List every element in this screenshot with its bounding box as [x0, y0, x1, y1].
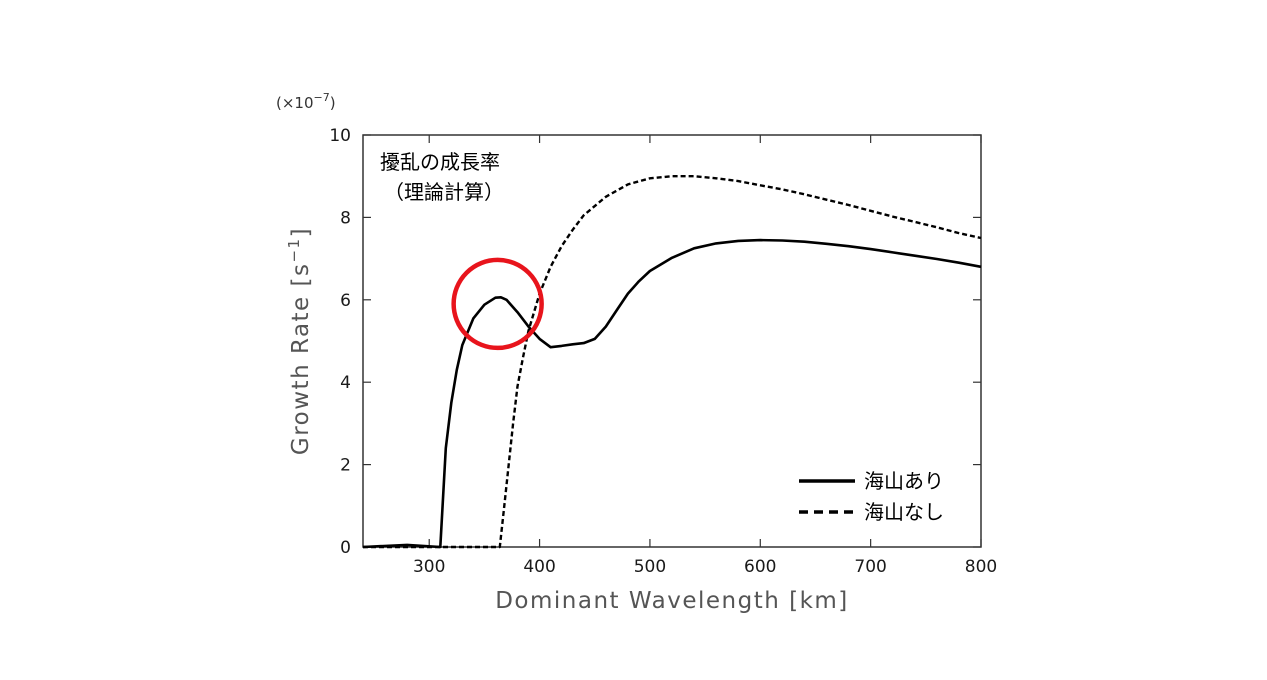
peak-highlight-circle: [451, 257, 544, 351]
legend: 海山あり 海山なし: [799, 469, 944, 524]
y-tick-label: 8: [340, 208, 351, 228]
x-tick-label: 400: [523, 557, 555, 577]
x-tick-label: 700: [854, 557, 886, 577]
y-axis-title: Growth Rate [s−1]: [285, 227, 314, 455]
y-tick-label: 10: [329, 126, 351, 146]
x-tick-label: 600: [744, 557, 776, 577]
y-tick-label: 4: [340, 373, 351, 393]
legend-label-without-seamount: 海山なし: [864, 500, 944, 524]
series-layer: [362, 175, 982, 549]
y-tick-label: 0: [340, 538, 351, 558]
y-tick-label: 6: [340, 291, 351, 311]
series-line-with-seamount: [362, 238, 982, 549]
legend-label-with-seamount: 海山あり: [864, 469, 944, 493]
y-tick-label: 2: [340, 456, 351, 476]
x-tick-label: 300: [413, 557, 445, 577]
x-tick-label: 500: [634, 557, 666, 577]
y-multiplier-label: (×10−7): [276, 91, 336, 112]
x-tick-label: 800: [965, 557, 997, 577]
x-axis-title: Dominant Wavelength [km]: [495, 588, 849, 614]
annotation-title: 擾乱の成長率: [380, 150, 500, 174]
annotation-subtitle: （理論計算）: [384, 180, 504, 204]
plot-frame: [362, 134, 982, 548]
tick-labels: 300 400 500 600 700 800 0 2 4 6 8 10: [329, 126, 997, 577]
series-line-without-seamount: [363, 175, 982, 549]
